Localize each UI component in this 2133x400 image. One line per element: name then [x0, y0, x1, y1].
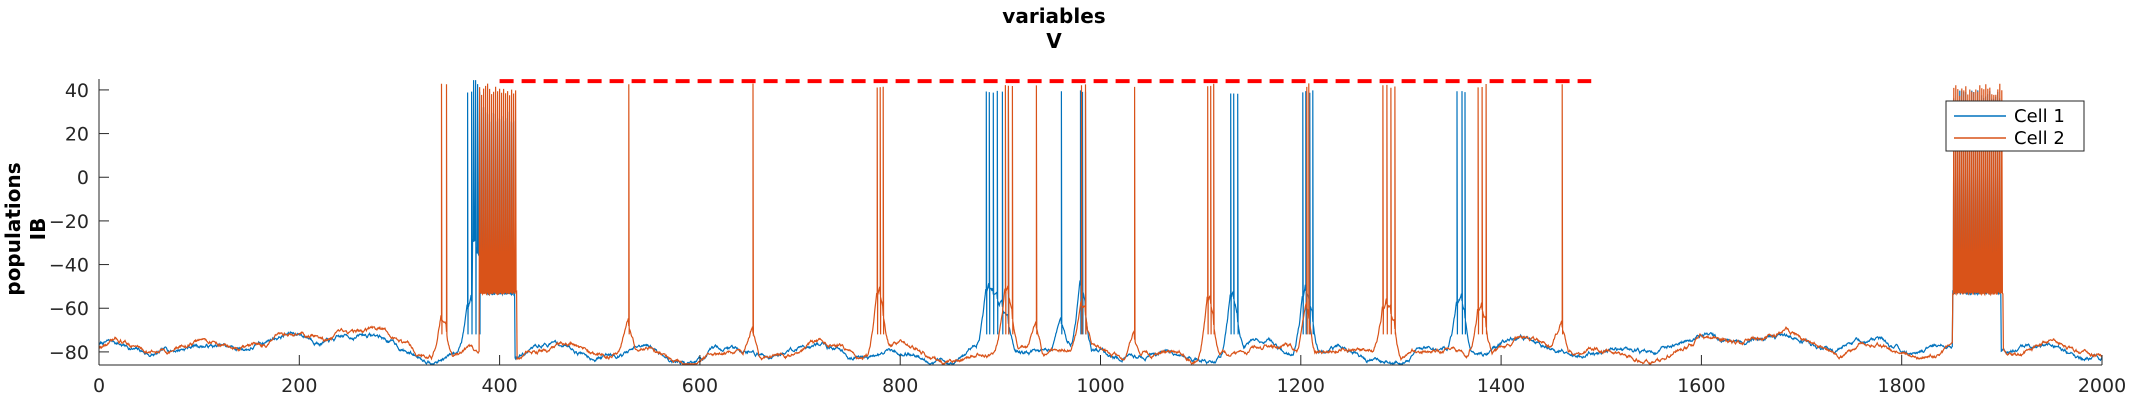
- x-tick-label: 600: [682, 375, 718, 397]
- legend-entry: Cell 1: [2014, 106, 2065, 127]
- y-tick-label: −60: [49, 298, 89, 320]
- x-tick-label: 400: [481, 375, 517, 397]
- x-tick-label: 1000: [1076, 375, 1124, 397]
- chart-title: variables V: [1002, 4, 1105, 53]
- axes: 0 200 400 600 800 1000 1200 1400 1600 1800 2000 −8…: [49, 79, 2126, 397]
- x-tick-label: 1200: [1277, 375, 1325, 397]
- y-tick-label: −40: [49, 255, 89, 277]
- y-tick-label: −20: [49, 211, 89, 233]
- y-axis-label-line-1: populations: [1, 162, 25, 295]
- legend-entry: Cell 2: [2014, 128, 2065, 149]
- y-axis-label-line-2: IB: [26, 218, 50, 241]
- y-tick-label: −80: [49, 342, 89, 364]
- plot-area: [98, 79, 2103, 366]
- x-tick-label: 1600: [1677, 375, 1725, 397]
- x-tick-label: 1800: [1878, 375, 1926, 397]
- y-tick-label: 40: [65, 80, 89, 102]
- x-tick-label: 800: [882, 375, 918, 397]
- legend-box: [1945, 100, 2085, 152]
- x-tick-label: 2000: [2078, 375, 2126, 397]
- series-line-2: [98, 83, 2103, 365]
- x-axis-ticks: 0 200 400 600 800 1000 1200 1400 1600 1800 2000: [93, 355, 2126, 397]
- x-tick-label: 1400: [1477, 375, 1525, 397]
- y-axis-ticks: −80 −60 −40 −20 0 20 40: [49, 80, 109, 364]
- chart-title-line-1: variables: [1002, 4, 1105, 28]
- chart-title-line-2: V: [1046, 29, 1062, 53]
- x-tick-label: 200: [281, 375, 317, 397]
- y-tick-label: 20: [65, 124, 89, 146]
- x-tick-label: 0: [93, 375, 105, 397]
- y-tick-label: 0: [77, 167, 89, 189]
- series-line-1: [98, 80, 2103, 366]
- y-axis-label: populations IB: [1, 162, 50, 295]
- series-layer: [98, 80, 2103, 366]
